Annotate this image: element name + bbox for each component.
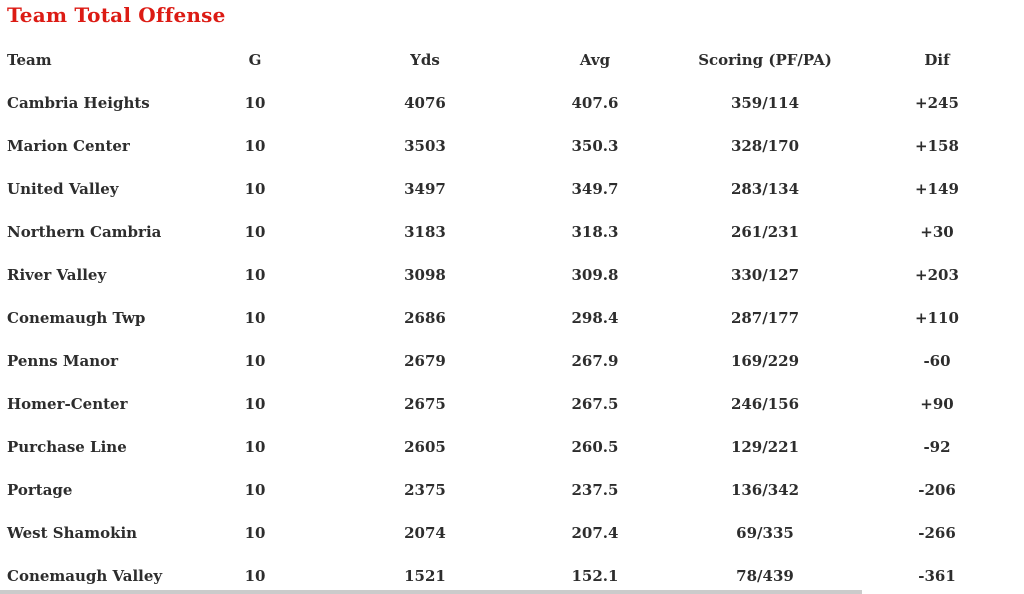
table-cell: West Shamokin [7,523,138,542]
table-cell: 2679 [404,351,446,370]
table-cell: 2074 [404,523,446,542]
table-cell: 349.7 [571,179,619,198]
table-cell: 350.3 [571,136,619,155]
table-cell: -60 [923,351,951,370]
table-cell: +158 [915,136,959,155]
table-cell: 261/231 [730,222,800,241]
table-cell: 10 [244,136,266,155]
table-cell: Northern Cambria [7,222,162,241]
column-header-scoring: Scoring (PF/PA) [698,50,832,69]
table-cell: 2605 [404,437,446,456]
table-cell: Marion Center [7,136,130,155]
table-cell: 359/114 [730,93,800,112]
table-cell: 10 [244,394,266,413]
table-cell: 3497 [404,179,446,198]
table-cell: Penns Manor [7,351,119,370]
table-cell: 3098 [404,265,446,284]
table-cell: 10 [244,480,266,499]
table-cell: 407.6 [571,93,619,112]
table-row: Penns Manor 10 2679 267.9 169/229 -60 [0,339,1024,382]
table-cell: +245 [915,93,959,112]
column-header-games: G [248,50,262,69]
table-cell: 2375 [404,480,446,499]
table-cell: -361 [918,566,956,585]
table-cell: Conemaugh Valley [7,566,163,585]
table-row: Conemaugh Twp 10 2686 298.4 287/177 +110 [0,296,1024,339]
table-cell: 10 [244,437,266,456]
table-cell: Purchase Line [7,437,127,456]
table-cell: Conemaugh Twp [7,308,146,327]
table-cell: 309.8 [571,265,619,284]
table-cell: 267.9 [571,351,619,370]
table-cell: 328/170 [730,136,800,155]
table-cell: 10 [244,351,266,370]
table-cell: 78/439 [736,566,794,585]
table-cell: 10 [244,566,266,585]
table-cell: 260.5 [571,437,619,456]
column-header-yards: Yds [410,50,440,69]
column-header-average: Avg [579,50,611,69]
table-cell: 318.3 [571,222,619,241]
table-cell: 246/156 [730,394,800,413]
bottom-divider [0,590,862,594]
team-total-offense-table: Team G Yds Avg Scoring (PF/PA) Dif Cambr… [0,38,1024,594]
table-row: Northern Cambria 10 3183 318.3 261/231 +30 [0,210,1024,253]
table-cell: +30 [920,222,954,241]
table-cell: River Valley [7,265,107,284]
table-row: West Shamokin 10 2074 207.4 69/335 -266 [0,511,1024,554]
table-cell: Portage [7,480,73,499]
table-cell: 10 [244,265,266,284]
table-cell: 4076 [404,93,446,112]
table-cell: 10 [244,93,266,112]
table-cell: 237.5 [571,480,619,499]
table-header-row: Team G Yds Avg Scoring (PF/PA) Dif [0,38,1024,81]
table-cell: 3503 [404,136,446,155]
table-cell: 2686 [404,308,446,327]
table-row: Cambria Heights 10 4076 407.6 359/114 +245 [0,81,1024,124]
table-cell: 330/127 [730,265,800,284]
table-cell: 10 [244,308,266,327]
table-cell: 283/134 [730,179,800,198]
table-cell: -206 [918,480,956,499]
table-cell: 169/229 [730,351,800,370]
table-cell: 267.5 [571,394,619,413]
table-row: United Valley 10 3497 349.7 283/134 +149 [0,167,1024,210]
table-row: Purchase Line 10 2605 260.5 129/221 -92 [0,425,1024,468]
table-cell: 298.4 [571,308,619,327]
table-cell: 207.4 [571,523,619,542]
table-row: Portage 10 2375 237.5 136/342 -206 [0,468,1024,511]
table-cell: 152.1 [571,566,619,585]
table-cell: 3183 [404,222,446,241]
table-body: Cambria Heights 10 4076 407.6 359/114 +245 Mar… [0,81,1024,594]
table-row: Conemaugh Valley 10 1521 152.1 78/439 -361 [0,554,1024,594]
table-cell: -92 [923,437,951,456]
table-cell: 10 [244,523,266,542]
table-cell: 1521 [404,566,446,585]
table-cell: +149 [915,179,959,198]
table-cell: 2675 [404,394,446,413]
column-header-dif: Dif [924,50,950,69]
table-cell: +110 [915,308,959,327]
page-title: Team Total Offense [7,3,226,27]
table-cell: 69/335 [736,523,794,542]
table-row: Marion Center 10 3503 350.3 328/170 +158 [0,124,1024,167]
table-cell: Homer-Center [7,394,128,413]
column-header-team: Team [7,50,52,69]
table-row: Homer-Center 10 2675 267.5 246/156 +90 [0,382,1024,425]
table-cell: 287/177 [730,308,800,327]
table-cell: United Valley [7,179,119,198]
table-cell: +203 [915,265,959,284]
table-row: River Valley 10 3098 309.8 330/127 +203 [0,253,1024,296]
table-cell: 129/221 [730,437,800,456]
table-cell: +90 [920,394,954,413]
table-cell: 10 [244,222,266,241]
table-header: Team G Yds Avg Scoring (PF/PA) Dif [0,38,1024,81]
table-cell: 10 [244,179,266,198]
table-cell: 136/342 [730,480,800,499]
table-cell: -266 [918,523,956,542]
table-cell: Cambria Heights [7,93,150,112]
